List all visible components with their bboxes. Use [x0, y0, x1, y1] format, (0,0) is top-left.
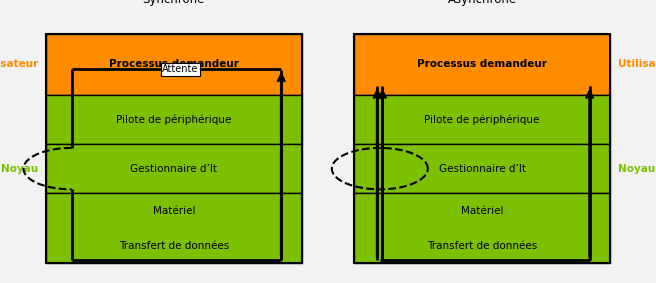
Text: Processus demandeur: Processus demandeur — [109, 59, 239, 69]
Text: Pilote de périphérique: Pilote de périphérique — [116, 114, 232, 125]
Text: Noyau: Noyau — [618, 164, 655, 174]
Bar — [46, 34, 302, 263]
Bar — [354, 144, 610, 193]
Text: Attente: Attente — [163, 64, 199, 74]
Text: Transfert de données: Transfert de données — [119, 241, 229, 251]
Text: (a)
Synchrone: (a) Synchrone — [142, 0, 205, 6]
Text: Utilisateur: Utilisateur — [0, 59, 38, 69]
Text: Matériel: Matériel — [153, 206, 195, 216]
Bar — [46, 34, 302, 95]
Text: Processus demandeur: Processus demandeur — [417, 59, 547, 69]
Bar — [354, 95, 610, 144]
Bar — [354, 34, 610, 263]
Text: Noyau: Noyau — [1, 164, 38, 174]
Text: Matériel: Matériel — [461, 206, 503, 216]
Bar — [46, 193, 302, 263]
Bar — [354, 193, 610, 263]
Text: Transfert de données: Transfert de données — [427, 241, 537, 251]
Text: Gestionnaire d’It: Gestionnaire d’It — [439, 164, 525, 174]
Bar — [354, 34, 610, 95]
Text: Utilisateur: Utilisateur — [618, 59, 656, 69]
Text: Pilote de périphérique: Pilote de périphérique — [424, 114, 540, 125]
Bar — [46, 95, 302, 144]
Text: Gestionnaire d’It: Gestionnaire d’It — [131, 164, 217, 174]
Text: (b)
Asynchrone: (b) Asynchrone — [447, 0, 517, 6]
Bar — [46, 144, 302, 193]
